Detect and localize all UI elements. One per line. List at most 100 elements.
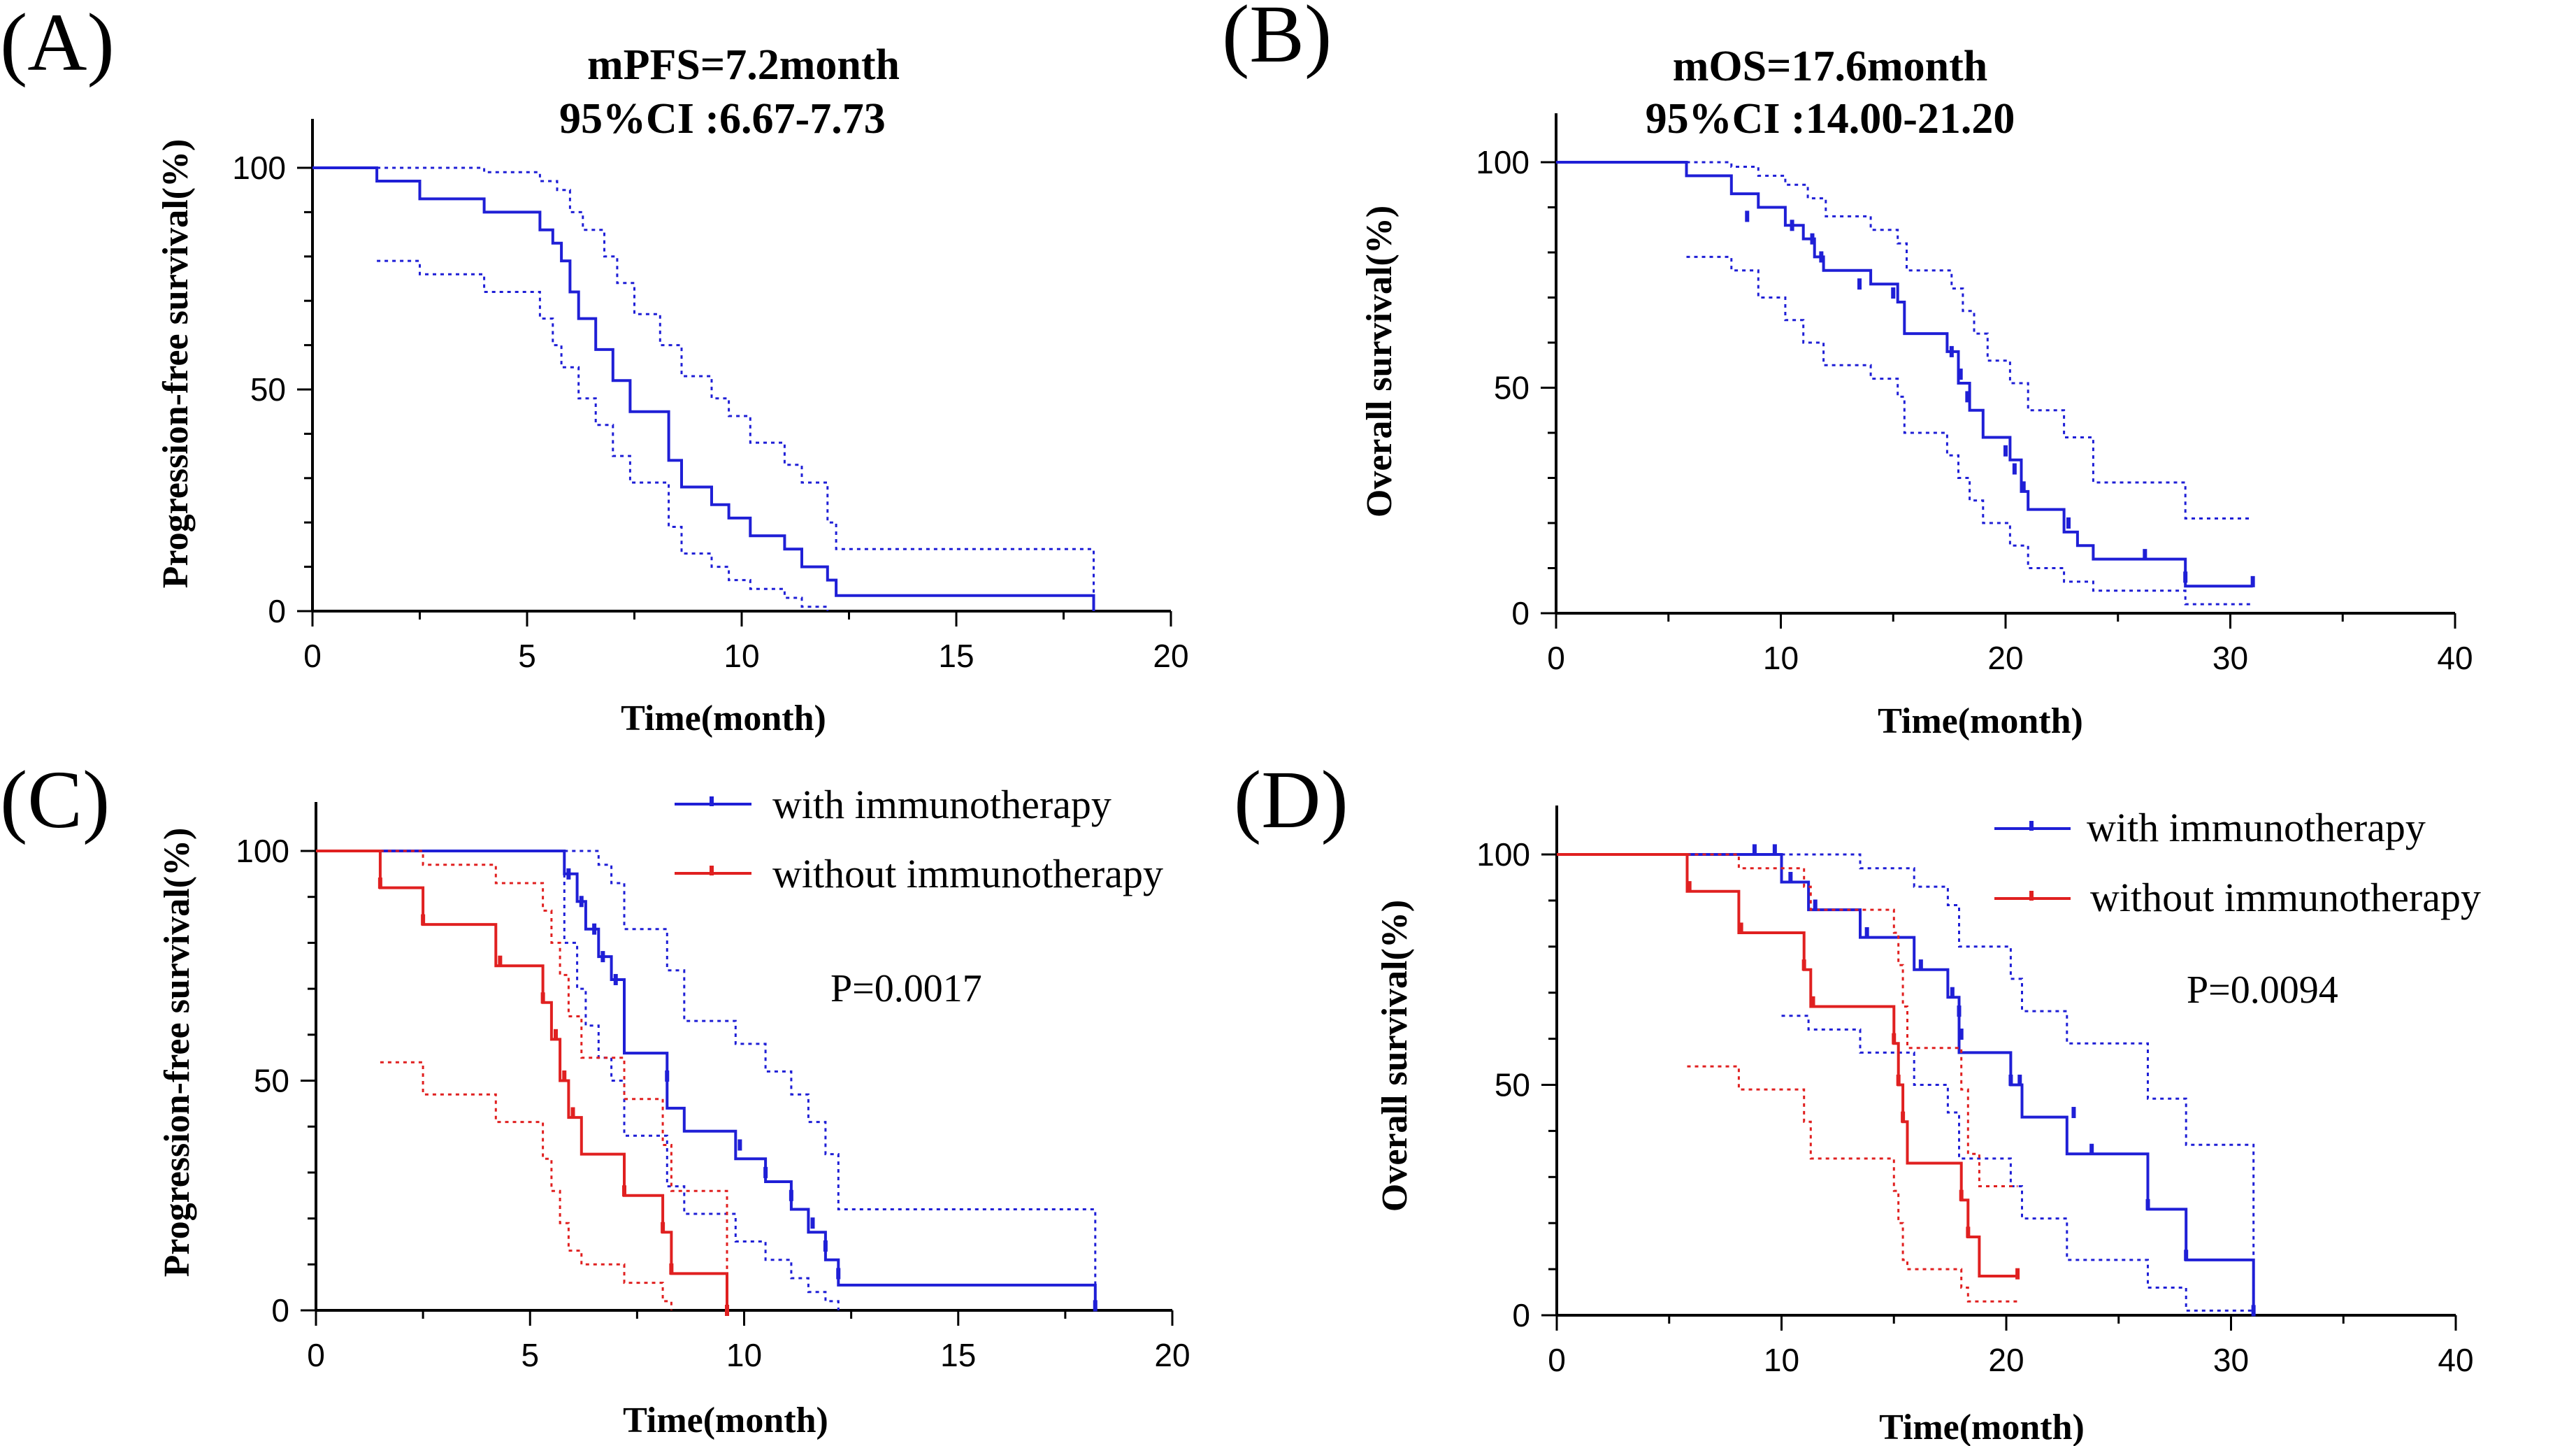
- panel-b: (B) mOS=17.6month 95%CI :14.00-21.20 Tim…: [1222, 0, 2473, 741]
- x-tick-label: 40: [2438, 1342, 2473, 1378]
- censor-mark: [1965, 391, 1970, 403]
- panel-d-plot: 0 50 100 0 10 20 30 40: [1476, 806, 2474, 1378]
- y-tick-label: 0: [268, 593, 286, 629]
- panel-c-y-title: Progression-free survival(%): [157, 828, 197, 1277]
- censor-mark-with: [1918, 959, 1923, 971]
- x-tick-label: 20: [1988, 1342, 2024, 1378]
- series-lower-95-ci: [1686, 255, 2253, 606]
- panel-b-plot: 0 50 100 0 10 20 30 40: [1476, 113, 2473, 676]
- panel-c: (C) with immunotherapy without immunothe…: [0, 754, 1190, 1440]
- censor-mark-without: [661, 1222, 665, 1233]
- panel-b-x-title: Time(month): [1878, 701, 2083, 741]
- censor-mark-without: [725, 1305, 729, 1316]
- censor-mark: [2250, 575, 2255, 587]
- panel-a-x-title: Time(month): [621, 699, 826, 738]
- panel-a-y-title: Progression-free survival(%): [156, 139, 196, 589]
- x-tick-label: 0: [1548, 1342, 1566, 1378]
- x-tick-label: 20: [1987, 640, 2023, 676]
- y-tick-label: 0: [1511, 595, 1530, 631]
- censor-mark-with: [579, 896, 584, 908]
- censor-mark: [2183, 571, 2188, 583]
- censor-mark-with: [810, 1217, 815, 1229]
- x-tick-label: 0: [307, 1337, 325, 1373]
- x-tick-label: 15: [938, 638, 974, 674]
- censor-mark-without: [498, 955, 503, 967]
- censor-mark-without: [562, 1070, 567, 1082]
- censor-mark-with: [2251, 1305, 2256, 1317]
- censor-mark-without: [1801, 959, 1806, 971]
- censor-mark-without: [540, 992, 545, 1004]
- panel-b-annotation-ci: 95%CI :14.00-21.20: [1646, 95, 2015, 143]
- x-tick-label: 10: [1764, 1342, 1799, 1378]
- censor-mark-with: [600, 951, 605, 963]
- y-tick-label: 100: [1476, 144, 1530, 180]
- panel-d-letter: (D): [1234, 754, 1348, 845]
- panel-c-x-title: Time(month): [623, 1401, 828, 1440]
- y-tick-label: 50: [250, 371, 286, 408]
- y-tick-label: 0: [271, 1292, 289, 1329]
- censor-mark-without: [1739, 922, 1743, 934]
- censor-mark-with: [836, 1268, 841, 1280]
- panel-c-letter: (C): [0, 754, 110, 845]
- series-without-immunotherapy: [1557, 853, 2018, 1277]
- censor-mark-with: [592, 923, 597, 935]
- censor-mark-without: [622, 1185, 626, 1197]
- censor-mark-without: [554, 1029, 558, 1040]
- series-with-immunotherapy: [316, 850, 1097, 1310]
- series-without-immunotherapy-upper-ci: [380, 850, 728, 1310]
- legend-with-label: with immunotherapy: [772, 782, 1111, 827]
- series-with-immunotherapy-lower-ci: [1781, 1015, 2254, 1312]
- censor-mark-without: [570, 1107, 575, 1119]
- x-tick-label: 0: [1547, 640, 1565, 676]
- legend-with-censor-mark: [2029, 821, 2034, 831]
- panel-d-x-title: Time(month): [1879, 1408, 2085, 1446]
- censor-mark: [2066, 517, 2071, 529]
- censor-mark: [1857, 278, 1862, 290]
- x-tick-label: 40: [2437, 640, 2473, 676]
- x-tick-label: 20: [1154, 1337, 1190, 1373]
- censor-mark: [2143, 549, 2147, 561]
- x-tick-label: 0: [303, 638, 322, 674]
- censor-mark-without: [669, 1263, 674, 1275]
- censor-mark-with: [789, 1189, 793, 1201]
- x-tick-label: 10: [724, 638, 759, 674]
- panel-a-annotation-ci: 95%CI :6.67-7.73: [559, 95, 886, 143]
- panel-d-y-title: Overall survival(%): [1375, 900, 1415, 1212]
- panel-d-pvalue: P=0.0094: [2187, 968, 2338, 1012]
- censor-mark-without: [1811, 996, 1815, 1008]
- censor-mark-without: [1959, 1189, 1964, 1201]
- panel-a-annotation-median: mPFS=7.2month: [587, 41, 900, 89]
- censor-mark-with: [1772, 844, 1777, 856]
- series-without-immunotherapy-upper-ci: [1687, 853, 2018, 1187]
- panel-a: (A) mPFS=7.2month 95%CI :6.67-7.73 Time(…: [0, 0, 1189, 738]
- series-lower-95-ci: [377, 259, 829, 611]
- legend-with-label: with immunotherapy: [2087, 805, 2426, 850]
- censor-mark: [1810, 233, 1815, 245]
- censor-mark-with: [1093, 1300, 1098, 1312]
- censor-mark-with: [2071, 1107, 2076, 1119]
- censor-mark: [2012, 463, 2017, 475]
- y-tick-label: 50: [1495, 1067, 1530, 1103]
- censor-mark-without: [1901, 1111, 1906, 1123]
- censor-mark-without: [421, 914, 426, 926]
- panel-d: (D) with immunotherapy without immunothe…: [1234, 754, 2481, 1446]
- legend-without-censor-mark: [710, 866, 714, 875]
- x-tick-label: 20: [1153, 638, 1188, 674]
- censor-mark-with: [1864, 927, 1869, 939]
- y-tick-label: 50: [254, 1063, 289, 1099]
- series-upper-95-ci: [377, 166, 1095, 598]
- x-tick-label: 5: [521, 1337, 539, 1373]
- censor-mark: [1819, 251, 1824, 263]
- censor-mark-with: [2008, 1074, 2013, 1086]
- series-with-immunotherapy: [1557, 853, 2255, 1315]
- y-tick-label: 0: [1512, 1297, 1530, 1333]
- censor-mark: [1949, 345, 1954, 357]
- x-tick-label: 15: [940, 1337, 976, 1373]
- censor-mark: [1958, 368, 1963, 380]
- x-tick-label: 5: [518, 638, 536, 674]
- x-tick-label: 10: [1763, 640, 1799, 676]
- series-upper-95-ci: [1686, 161, 2253, 520]
- censor-mark-with: [1950, 987, 1955, 998]
- y-tick-label: 100: [232, 150, 286, 186]
- censor-mark-with: [2017, 1074, 2022, 1086]
